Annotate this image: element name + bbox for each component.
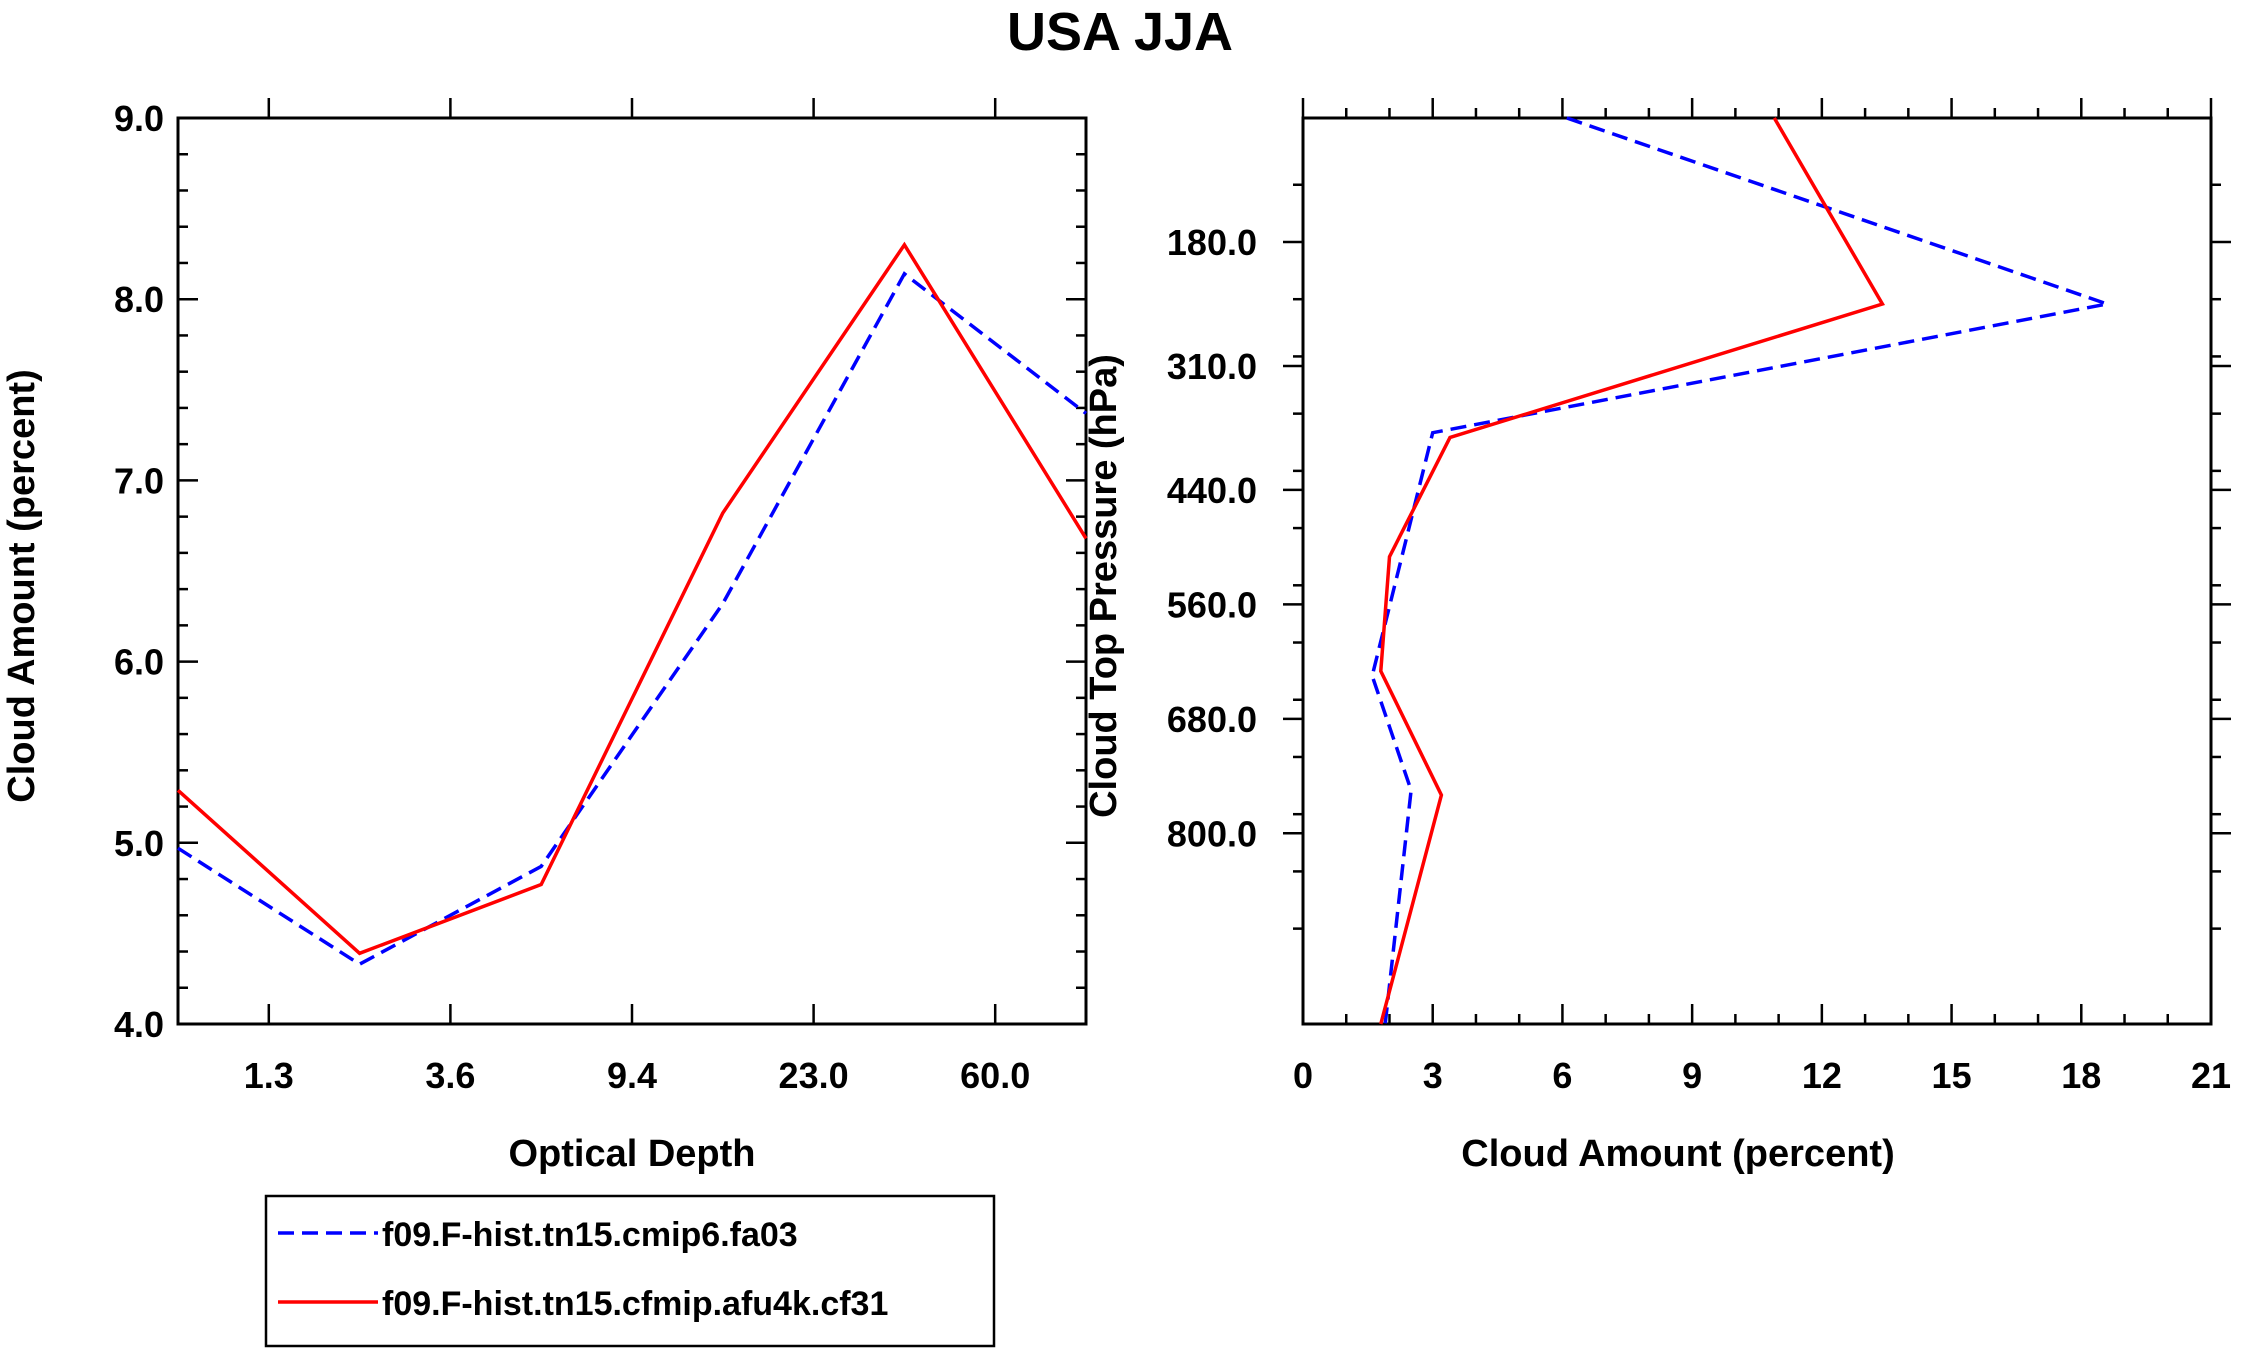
left-series-line-2: [176, 241, 1088, 956]
legend-box: [264, 1194, 996, 1348]
left-series-line-1: [177, 271, 1088, 967]
right-series-line-2: [1379, 117, 1886, 1025]
left-x-axis-label: Optical Depth: [508, 1133, 755, 1175]
right-x-tick-label: 9: [1682, 1055, 1702, 1096]
left-y-axis-label: Cloud Amount (percent): [1, 369, 43, 802]
left-plot-frame: [176, 116, 1088, 1026]
legend-label-cmip6: f09.F-hist.tn15.cmip6.fa03: [382, 1216, 798, 1254]
right-y-tick-label: 800.0: [1167, 813, 1257, 854]
right-y-axis-label: Cloud Top Pressure (hPa): [1083, 354, 1125, 818]
right-x-tick-label: 21: [2191, 1055, 2231, 1096]
legend: f09.F-hist.tn15.cmip6.fa03 f09.F-hist.tn…: [264, 1194, 996, 1348]
right-y-tick-label: 180.0: [1167, 222, 1257, 263]
left-y-tick-label: 7.0: [114, 460, 164, 501]
right-x-tick-label: 6: [1552, 1055, 1572, 1096]
right-x-tick-label: 12: [1802, 1055, 1842, 1096]
right-x-tick-label: 15: [1932, 1055, 1972, 1096]
right-y-tick-label: 440.0: [1167, 470, 1257, 511]
right-x-tick-label: 0: [1293, 1055, 1313, 1096]
left-x-tick-label: 23.0: [779, 1055, 849, 1096]
pressure-panel: 0 3 6 9 12 15 18 21 180.0 310.0 440.0 560.0 680.0 800…: [1167, 98, 2231, 1096]
legend-label-cfmip: f09.F-hist.tn15.cfmip.afu4k.cf31: [382, 1285, 888, 1323]
left-y-tick-label: 8.0: [114, 279, 164, 320]
left-x-tick-label: 3.6: [425, 1055, 475, 1096]
right-y-tick-label: 310.0: [1167, 346, 1257, 387]
left-y-tick-label: 9.0: [114, 98, 164, 139]
right-x-axis-label: Cloud Amount (percent): [1461, 1133, 1894, 1175]
right-plot-frame: [1301, 116, 2213, 1026]
chart-title: USA JJA: [1007, 2, 1233, 62]
right-y-tick-label: 680.0: [1167, 699, 1257, 740]
left-y-tick-label: 6.0: [114, 642, 164, 683]
right-x-tick-label: 18: [2061, 1055, 2101, 1096]
right-y-tick-label: 560.0: [1167, 584, 1257, 625]
optical-depth-panel: 4.0 5.0 6.0 7.0 8.0 9.0 1.3 3.6 9.4 23.0 60.0: [114, 98, 1088, 1096]
left-x-tick-label: 60.0: [960, 1055, 1030, 1096]
left-y-tick-label: 5.0: [114, 823, 164, 864]
left-x-tick-label: 9.4: [607, 1055, 657, 1096]
right-x-tick-label: 3: [1423, 1055, 1443, 1096]
left-x-tick-label: 1.3: [244, 1055, 294, 1096]
left-y-tick-label: 4.0: [114, 1004, 164, 1045]
right-series-line-1: [1370, 116, 2114, 1025]
